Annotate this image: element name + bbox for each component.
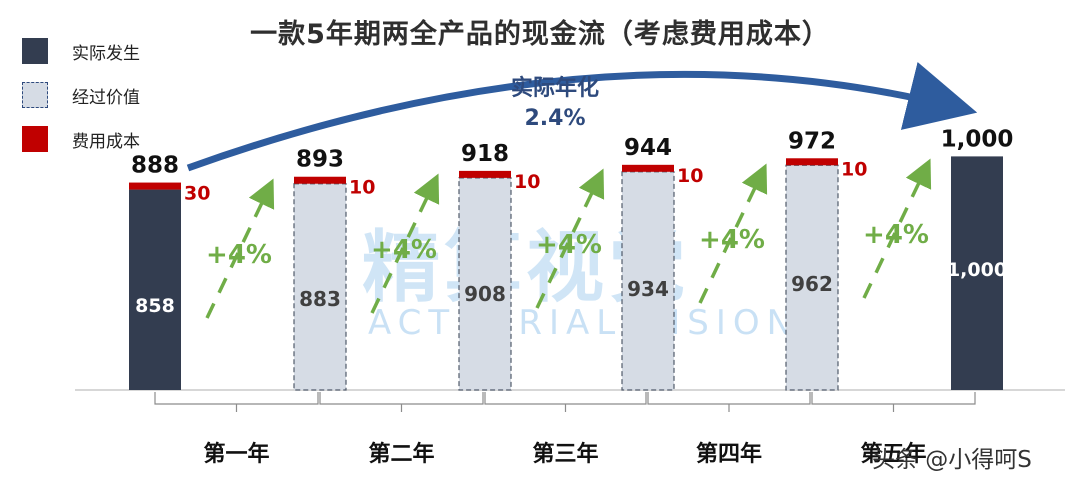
- category-label: 第四年: [696, 441, 762, 467]
- total-label: 972: [788, 128, 836, 154]
- value-label: 962: [791, 272, 833, 296]
- bar-cost: [622, 164, 674, 172]
- category-bracket: [647, 392, 811, 412]
- category-bracket: [154, 392, 319, 412]
- growth-arrow: [205, 178, 275, 319]
- annualized-value: 2.4%: [524, 106, 585, 131]
- category-bracket: [319, 392, 484, 412]
- total-label: 888: [131, 153, 179, 179]
- legend-swatch-cost: [22, 126, 48, 152]
- cost-label: 10: [677, 165, 703, 187]
- bar-base: [951, 156, 1003, 390]
- growth-label: +4%: [699, 225, 765, 255]
- total-label: 918: [461, 141, 509, 167]
- chart-title: 一款5年期两全产品的现金流（考虑费用成本）: [250, 19, 830, 50]
- annualized-label: 实际年化: [511, 75, 599, 101]
- total-label: 1,000: [941, 126, 1014, 152]
- legend-swatch-actual: [22, 38, 48, 64]
- cost-label: 10: [841, 158, 867, 180]
- bar-cost: [786, 158, 838, 166]
- bar-base: [621, 171, 675, 391]
- growth-label: +4%: [863, 220, 929, 250]
- category-label: 第二年: [368, 441, 434, 467]
- value-label: 934: [627, 277, 669, 301]
- category-label: 第一年: [203, 441, 269, 467]
- category-bracket: [484, 392, 647, 412]
- legend-label-actual: 实际发生: [72, 43, 140, 64]
- cost-label: 10: [514, 171, 540, 193]
- growth-arrow: [535, 168, 605, 309]
- watermark-en: ACTUARIAL VISION: [368, 303, 800, 343]
- legend-item-cost: 费用成本: [22, 126, 140, 152]
- bar-base: [785, 164, 839, 391]
- cost-label: 30: [184, 183, 210, 205]
- bar-base: [293, 183, 347, 391]
- legend-item-actual: 实际发生: [22, 38, 140, 64]
- growth-arrow: [370, 173, 440, 314]
- category-label: 第三年: [532, 441, 598, 467]
- bar-cost: [294, 176, 346, 184]
- growth-label: +4%: [371, 235, 437, 265]
- value-label: 1,000: [947, 259, 1007, 281]
- cost-label: 10: [349, 177, 375, 199]
- total-label: 944: [624, 135, 672, 161]
- bar-base: [129, 189, 181, 390]
- bar-cost: [129, 182, 181, 190]
- legend-item-value: 经过价值: [22, 82, 140, 108]
- growth-arrow: [698, 163, 768, 304]
- category-label: 第五年: [860, 441, 926, 467]
- category-bracket: [811, 392, 976, 412]
- value-label: 908: [464, 282, 506, 306]
- total-label: 893: [296, 147, 344, 173]
- legend-label-cost: 费用成本: [72, 131, 140, 152]
- value-label: 883: [299, 287, 341, 311]
- growth-label: +4%: [536, 230, 602, 260]
- growth-label: +4%: [206, 240, 272, 270]
- footer-tag: 头条 @小得呵S: [872, 447, 1032, 473]
- annualized-arrow: [186, 62, 978, 172]
- value-label: 858: [135, 295, 175, 317]
- legend-swatch-value: [22, 82, 48, 108]
- bar-cost: [459, 170, 511, 178]
- growth-arrow: [862, 158, 932, 299]
- legend-label-value: 经过价值: [72, 87, 140, 108]
